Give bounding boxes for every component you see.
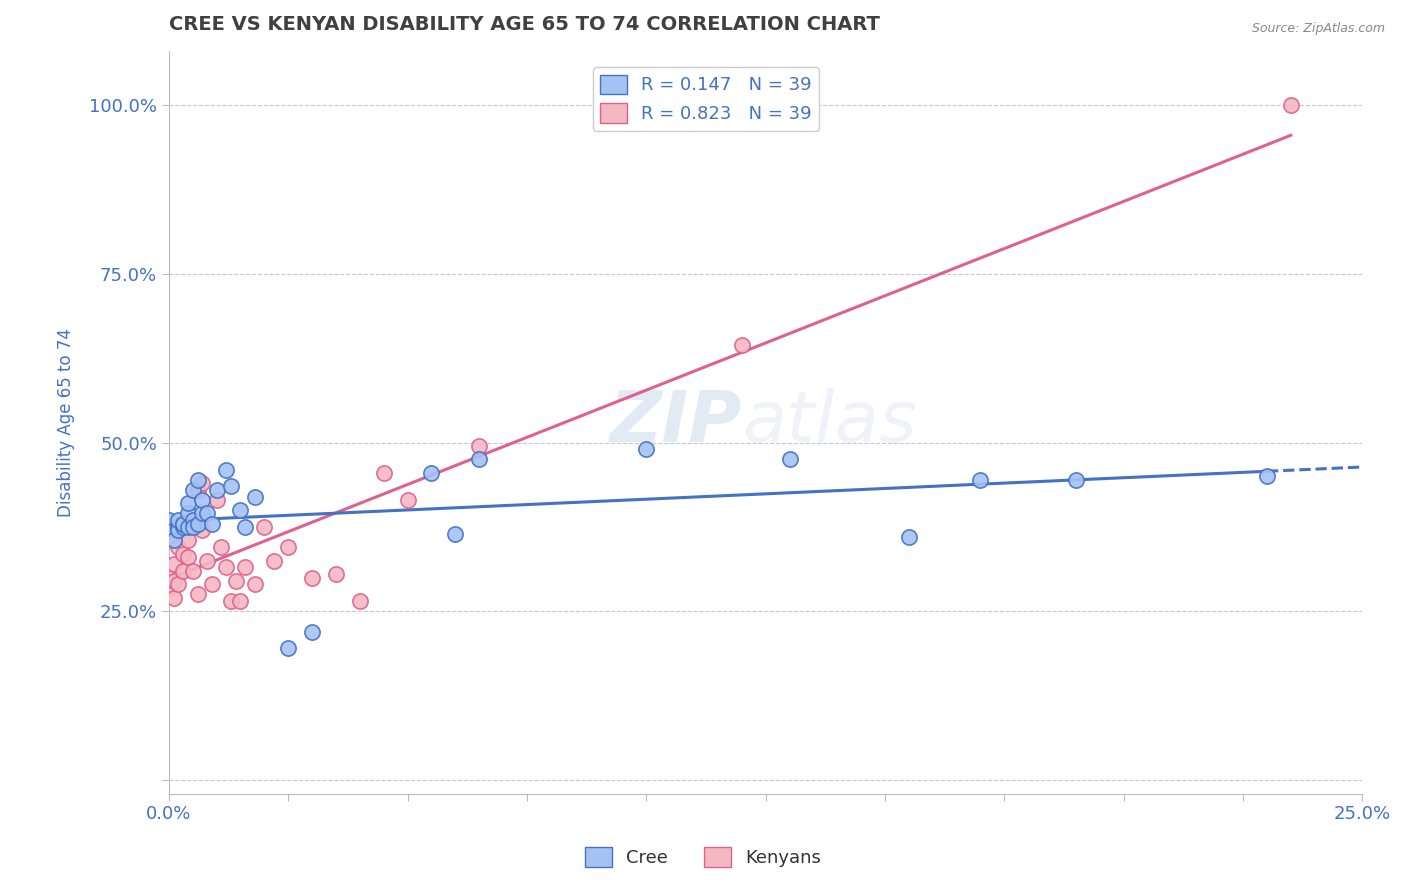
Point (219, 479, 242, 493)
Point (157, 571, 180, 585)
Point (191, 524, 214, 538)
Point (157, 581, 180, 595)
Point (167, 540, 190, 554)
Point (195, 554, 218, 568)
Point (163, 524, 186, 538)
Point (233, 520, 256, 534)
Point (396, 492, 419, 507)
Point (186, 516, 208, 531)
Point (172, 520, 194, 534)
Point (205, 492, 228, 507)
Text: CREE VS KENYAN DISABILITY AGE 65 TO 74 CORRELATION CHART: CREE VS KENYAN DISABILITY AGE 65 TO 74 C… (169, 15, 880, 34)
Point (177, 550, 200, 565)
Point (444, 526, 467, 541)
Point (229, 503, 252, 517)
Point (167, 520, 190, 534)
Point (219, 594, 242, 608)
Point (172, 547, 194, 561)
Point (205, 483, 228, 497)
Point (181, 513, 204, 527)
Point (177, 507, 200, 521)
Point (186, 587, 208, 601)
Point (253, 520, 276, 534)
Point (191, 476, 214, 491)
Point (177, 496, 200, 510)
Point (163, 557, 186, 571)
Point (172, 564, 194, 578)
Point (191, 492, 214, 507)
Point (181, 513, 204, 527)
Point (181, 564, 204, 578)
Point (167, 577, 190, 591)
Point (186, 483, 208, 497)
Text: ZIP: ZIP (610, 388, 742, 457)
Point (195, 507, 218, 521)
Point (243, 577, 266, 591)
Point (420, 466, 443, 480)
Point (225, 574, 247, 588)
Point (215, 462, 238, 476)
Point (325, 567, 347, 582)
Point (897, 530, 920, 544)
Point (167, 524, 190, 538)
Point (181, 483, 204, 497)
Point (233, 560, 256, 574)
Point (215, 560, 238, 574)
Text: Source: ZipAtlas.com: Source: ZipAtlas.com (1251, 22, 1385, 36)
Point (157, 513, 180, 527)
Point (277, 540, 299, 554)
Point (201, 577, 224, 591)
Point (209, 540, 232, 554)
Legend: R = 0.147   N = 39, R = 0.823   N = 39: R = 0.147 N = 39, R = 0.823 N = 39 (593, 67, 820, 130)
Point (277, 641, 299, 656)
Point (468, 452, 491, 467)
Point (969, 473, 991, 487)
Point (201, 516, 224, 531)
Text: atlas: atlas (742, 388, 917, 457)
Legend: Cree, Kenyans: Cree, Kenyans (578, 839, 828, 874)
Point (172, 516, 194, 531)
Point (163, 533, 186, 548)
Y-axis label: Disability Age 65 to 74: Disability Age 65 to 74 (58, 328, 75, 516)
Point (243, 490, 266, 504)
Point (191, 507, 214, 521)
Point (301, 624, 323, 639)
Point (163, 574, 186, 588)
Point (163, 591, 186, 605)
Point (779, 452, 801, 467)
Point (349, 594, 371, 608)
Point (229, 594, 252, 608)
Point (1279, 98, 1302, 112)
Point (1256, 469, 1278, 483)
Point (177, 520, 200, 534)
Point (167, 513, 190, 527)
Point (731, 337, 754, 351)
Point (468, 439, 491, 453)
Point (157, 520, 180, 534)
Point (1064, 473, 1087, 487)
Point (172, 520, 194, 534)
Point (172, 516, 194, 531)
Point (373, 466, 395, 480)
Point (181, 520, 204, 534)
Point (636, 442, 658, 457)
Point (301, 571, 323, 585)
Point (263, 554, 285, 568)
Point (186, 473, 208, 487)
Point (177, 533, 200, 548)
